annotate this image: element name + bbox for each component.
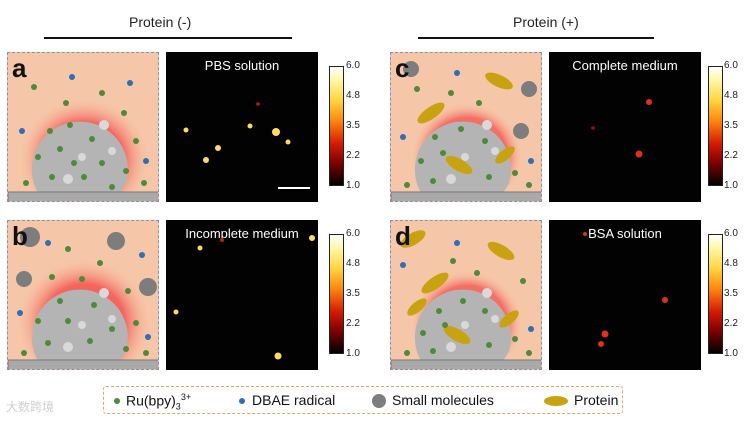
- header-protein-minus: Protein (-): [129, 14, 192, 30]
- schematic-b-svg: [8, 227, 158, 369]
- legend: Ru(bpy)33+ DBAE radical Small molecules …: [103, 386, 623, 414]
- proteins: [417, 72, 515, 175]
- ru-dots: [23, 84, 147, 190]
- header-protein-plus: Protein (+): [513, 14, 579, 30]
- dbae-dots: [400, 70, 534, 164]
- panel-a-spots: [183, 102, 310, 189]
- electrode: [391, 359, 541, 369]
- panel-a-image: PBS solution: [166, 52, 318, 202]
- electrode: [8, 191, 158, 201]
- header-line-right: [418, 37, 654, 39]
- small-molecules: [403, 61, 537, 139]
- dbae-dots: [19, 74, 149, 164]
- cell-vesicles: [63, 288, 116, 352]
- watermark: 大数跨境: [6, 400, 55, 414]
- panel-letter-d: d: [395, 221, 411, 251]
- panel-b-schematic: b: [7, 220, 159, 370]
- electrode: [391, 191, 541, 201]
- schematic-a: a: [7, 52, 159, 202]
- cell-vesicles: [446, 120, 499, 184]
- legend-dbae-marker: [239, 398, 245, 404]
- ru-dots: [21, 246, 149, 356]
- panel-b-label: Incomplete medium: [185, 226, 299, 241]
- colorbar-d: [708, 234, 723, 354]
- panel-d-image: BSA solution: [549, 220, 701, 370]
- legend-markers: [114, 394, 568, 408]
- panel-letter-b: b: [12, 221, 28, 251]
- cell-vesicles: [446, 288, 499, 352]
- panel-a-label: PBS solution: [204, 58, 280, 73]
- ru-dots: [404, 86, 532, 188]
- schematic-d-svg: [391, 230, 541, 369]
- panel-c-schematic: c: [390, 52, 542, 202]
- cell-vesicles: [63, 120, 116, 184]
- panel-d-label: BSA solution: [588, 226, 662, 241]
- panel-a-schematic: a: [7, 52, 159, 202]
- legend-protein-label: Protein: [574, 392, 619, 408]
- panel-c-image: Complete medium: [549, 52, 701, 202]
- legend-protein-marker: [544, 396, 568, 406]
- panel-letter-a: a: [12, 53, 27, 83]
- legend-small-label: Small molecules: [392, 392, 494, 408]
- schematic-d: d: [390, 220, 542, 370]
- legend-dbae-label: DBAE radical: [252, 392, 336, 408]
- panel-letter-c: c: [395, 53, 410, 83]
- proteins: [400, 230, 519, 345]
- small-molecules: [16, 227, 157, 296]
- colorbar-b: [329, 234, 344, 354]
- legend-small-marker: [372, 394, 386, 408]
- schematic-b: b: [7, 220, 159, 370]
- dbae-dots: [17, 240, 151, 340]
- panel-b-spots: [173, 235, 315, 360]
- panel-b-image: Incomplete medium: [166, 220, 318, 370]
- scale-bar: [278, 187, 310, 189]
- schematic-c: c: [390, 52, 542, 202]
- legend-ru-marker: [114, 398, 120, 404]
- panel-d-schematic: d: [390, 220, 542, 370]
- panel-c-label: Complete medium: [572, 58, 678, 73]
- panel-c-spots: [591, 99, 652, 158]
- panel-d-spots: [583, 232, 668, 347]
- colorbar-c: [708, 66, 723, 186]
- colorbar-a: [329, 66, 344, 186]
- header-line-left: [44, 37, 292, 39]
- electrode: [8, 359, 158, 369]
- schematic-c-svg: [391, 61, 541, 201]
- ru-dots: [404, 258, 532, 356]
- dbae-dots: [400, 240, 534, 332]
- legend-ru-label: Ru(bpy)33+: [126, 392, 192, 412]
- schematic-a-svg: [8, 74, 158, 201]
